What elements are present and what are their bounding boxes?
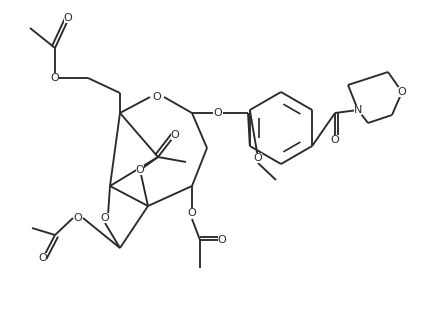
Text: O: O: [153, 92, 161, 102]
Text: O: O: [330, 135, 339, 145]
Text: N: N: [354, 105, 362, 115]
Text: O: O: [51, 73, 59, 83]
Text: O: O: [171, 130, 179, 140]
Text: O: O: [254, 153, 262, 163]
Text: O: O: [136, 165, 144, 175]
Text: O: O: [101, 213, 110, 223]
Text: O: O: [74, 213, 82, 223]
Text: O: O: [39, 253, 48, 263]
Text: O: O: [214, 108, 223, 118]
Text: O: O: [217, 235, 226, 245]
Text: O: O: [398, 87, 406, 97]
Text: O: O: [187, 208, 196, 218]
Text: O: O: [64, 13, 72, 23]
